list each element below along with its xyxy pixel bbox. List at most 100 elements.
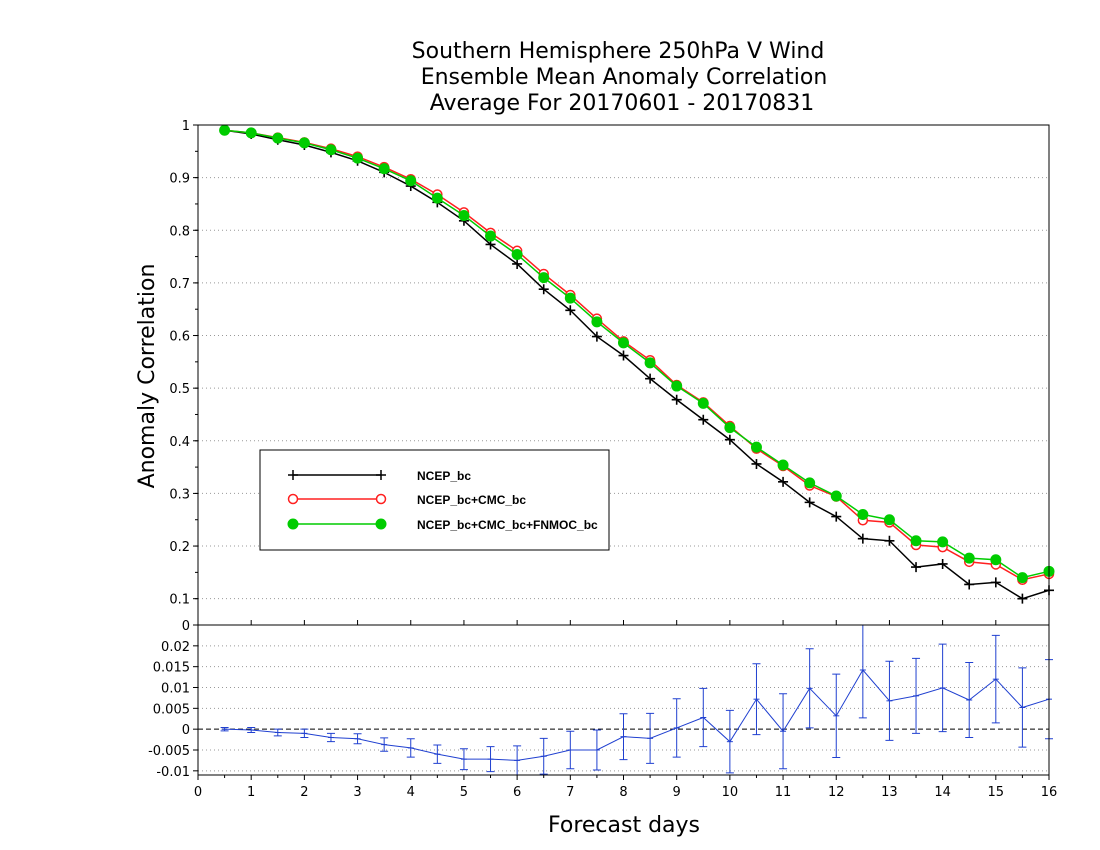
legend-label-ncep: NCEP_bc [417,469,471,483]
data-point-ncep-cmc-fnmoc [910,535,922,547]
data-point-ncep-cmc-fnmoc [325,144,337,156]
data-point-ncep-cmc-fnmoc [485,230,497,242]
data-point-ncep-cmc-fnmoc [777,459,789,471]
bottom-top-tick-label: 0 [182,619,190,634]
data-point-ncep-cmc-fnmoc [352,152,364,164]
x-tick-label: 6 [513,785,521,800]
x-tick-label: 14 [934,785,951,800]
top-y-tick-label: 0.8 [169,224,190,239]
data-point-ncep [698,414,709,425]
data-point-ncep-cmc-fnmoc [990,554,1002,566]
chart-title-line-1: Southern Hemisphere 250hPa V Wind [412,39,825,64]
legend-marker-ncep [288,470,386,480]
data-point-ncep [751,458,762,469]
data-point-ncep [857,533,868,544]
top-y-tick-label: 0.3 [169,487,190,502]
x-tick-label: 2 [300,785,308,800]
top-y-tick-label: 1 [182,119,190,134]
data-point-ncep-cmc-fnmoc [644,357,656,369]
data-point-ncep-cmc-fnmoc [883,514,895,526]
legend-marker-ncep-cmc-right [375,493,387,505]
data-point-ncep [804,497,815,508]
data-point-ncep-cmc-fnmoc [671,380,683,392]
x-axis-title: Forecast days [548,813,700,838]
data-point-ncep [884,535,895,546]
chart-title-line-2: Ensemble Mean Anomaly Correlation [421,65,828,90]
data-point-ncep-cmc-fnmoc [591,316,603,328]
bottom-y-tick-label: 0 [182,723,190,738]
data-point-ncep [512,258,523,269]
data-point-ncep [964,579,975,590]
x-tick-label: 12 [828,785,845,800]
legend-box [259,449,610,551]
bottom-y-tick-label: 0.005 [153,702,190,717]
x-tick-label: 4 [407,785,415,800]
legend-entry-ncep-cmc-fnmoc: NCEP_bc+CMC_bc+FNMOC_bc [287,518,598,532]
data-point-ncep-cmc-fnmoc [272,132,284,144]
legend-entry-ncep: NCEP_bc [288,469,471,483]
top-y-tick-label: 0.5 [169,382,190,397]
data-point-ncep [591,331,602,342]
series-ncep-cmc-fnmoc [219,124,1055,584]
legend-label-ncep-cmc-fnmoc: NCEP_bc+CMC_bc+FNMOC_bc [417,518,598,532]
data-point-ncep-cmc-fnmoc [511,248,523,260]
bottom-y-tick-label: -0.005 [148,744,190,759]
data-point-ncep-cmc-fnmoc [1016,572,1028,584]
bottom-y-tick-label: 0.015 [153,661,190,676]
data-point-ncep [565,305,576,316]
top-y-tick-label: 0.1 [169,593,190,608]
data-point-ncep-cmc-fnmoc [937,536,949,548]
data-point-ncep-cmc-fnmoc [378,163,390,175]
x-tick-label: 5 [460,785,468,800]
data-point-ncep-cmc-fnmoc [724,422,736,434]
data-point-ncep [937,558,948,569]
data-point-ncep [831,511,842,522]
data-point-ncep-cmc-fnmoc [431,192,443,204]
x-tick-label: 8 [619,785,627,800]
data-point-ncep [1017,593,1028,604]
difference-line [224,669,1050,761]
data-point-ncep-cmc-fnmoc [458,210,470,222]
legend-marker-ncep-cmc-left [287,493,299,505]
data-point-ncep [724,434,735,445]
data-point-ncep [538,284,549,295]
x-axis: 0 1 2 3 4 5 6 7 8 9 10 11 12 13 14 15 16 [194,124,1058,800]
top-y-tick-label: 0.9 [169,172,190,187]
legend-entry-ncep-cmc: NCEP_bc+CMC_bc [287,493,526,507]
x-tick-label: 10 [722,785,739,800]
top-y-tick-label: 0.4 [169,435,190,450]
data-point-ncep-cmc-fnmoc [564,292,576,304]
correlation-difference-panel: 0 0.02 0.015 0.01 0.005 0 -0.005 -0.01 [148,619,1053,780]
data-point-ncep-cmc-fnmoc [245,127,257,139]
x-tick-label: 1 [247,785,255,800]
data-point-ncep [778,476,789,487]
x-tick-label: 0 [194,785,202,800]
series-line-ncep [224,129,1050,600]
bottom-y-tick-label: 0.01 [161,682,190,697]
legend-marker-fnmoc-left [287,518,299,530]
data-point-ncep-cmc-fnmoc [857,508,869,520]
legend-marker-fnmoc-right [375,518,387,530]
data-point-ncep-cmc-fnmoc [405,175,417,187]
data-point-ncep-cmc-fnmoc [219,124,231,136]
x-tick-label: 13 [881,785,898,800]
x-tick-label: 15 [988,785,1005,800]
error-bar [858,624,867,719]
y-axis-title: Anomaly Correlation [135,264,160,489]
data-point-ncep-cmc-fnmoc [830,490,842,502]
bottom-y-tick-label: 0.02 [161,640,190,655]
top-y-tick-label: 0.7 [169,277,190,292]
data-point-ncep [911,562,922,573]
data-point-ncep [671,394,682,405]
data-point-ncep [990,577,1001,588]
data-point-ncep-cmc-fnmoc [963,552,975,564]
data-point-ncep-cmc-fnmoc [298,137,310,149]
anomaly-correlation-panel: 0.1 0.2 0.3 0.4 0.5 0.6 0.7 0.8 0.9 1 [169,119,1055,626]
x-tick-label: 11 [775,785,792,800]
data-point-ncep-cmc-fnmoc [618,337,629,349]
data-point-ncep-cmc-fnmoc [538,272,550,284]
x-tick-label: 16 [1041,785,1058,800]
x-tick-label: 9 [673,785,681,800]
bottom-y-tick-label: -0.01 [156,765,190,780]
